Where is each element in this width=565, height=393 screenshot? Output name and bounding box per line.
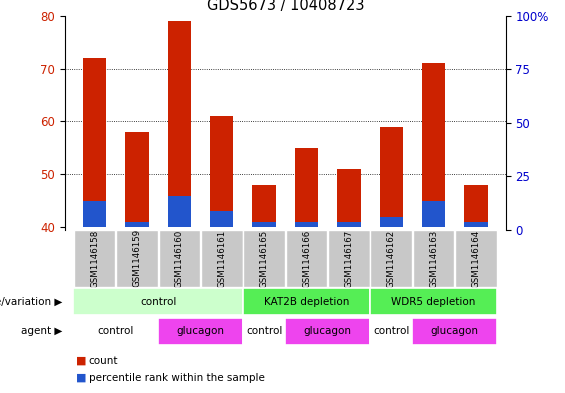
Bar: [83, 58, 106, 227]
Bar: [464, 222, 488, 227]
Bar: [253, 222, 276, 227]
Text: GSM1146164: GSM1146164: [472, 229, 480, 288]
Text: GSM1146158: GSM1146158: [90, 229, 99, 288]
Text: GSM1146163: GSM1146163: [429, 229, 438, 288]
Bar: [337, 169, 360, 227]
Text: control: control: [140, 297, 176, 307]
Bar: [201, 230, 242, 287]
Text: KAT2B depletion: KAT2B depletion: [264, 297, 349, 307]
Bar: [168, 196, 191, 227]
Text: glucagon: glucagon: [431, 326, 479, 336]
Text: ■: ■: [76, 373, 90, 383]
Text: control: control: [246, 326, 282, 336]
Text: control: control: [98, 326, 134, 336]
Bar: [328, 230, 370, 287]
Bar: [285, 318, 370, 345]
Bar: [412, 318, 497, 345]
Bar: [455, 230, 497, 287]
Title: GDS5673 / 10408723: GDS5673 / 10408723: [207, 0, 364, 13]
Bar: [337, 222, 360, 227]
Text: GSM1146165: GSM1146165: [260, 229, 268, 288]
Text: count: count: [89, 356, 118, 366]
Bar: [73, 288, 243, 315]
Bar: [295, 222, 318, 227]
Bar: [286, 230, 327, 287]
Bar: [253, 185, 276, 227]
Text: agent ▶: agent ▶: [21, 326, 62, 336]
Bar: [370, 288, 497, 315]
Text: GSM1146162: GSM1146162: [387, 229, 396, 288]
Bar: [422, 63, 445, 227]
Text: GSM1146159: GSM1146159: [133, 230, 141, 287]
Bar: [380, 217, 403, 227]
Bar: [210, 116, 233, 227]
Bar: [380, 127, 403, 227]
Text: GSM1146166: GSM1146166: [302, 229, 311, 288]
Text: percentile rank within the sample: percentile rank within the sample: [89, 373, 264, 383]
Text: GSM1146161: GSM1146161: [218, 229, 226, 288]
Text: GSM1146167: GSM1146167: [345, 229, 353, 288]
Text: ■: ■: [76, 356, 90, 366]
Bar: [73, 318, 158, 345]
Text: WDR5 depletion: WDR5 depletion: [392, 297, 476, 307]
Bar: [168, 21, 191, 227]
Bar: [74, 230, 115, 287]
Bar: [158, 318, 243, 345]
Text: glucagon: glucagon: [304, 326, 351, 336]
Bar: [210, 211, 233, 227]
Bar: [464, 185, 488, 227]
Bar: [244, 230, 285, 287]
Bar: [159, 230, 200, 287]
Bar: [116, 230, 158, 287]
Bar: [422, 201, 445, 227]
Bar: [413, 230, 454, 287]
Bar: [371, 230, 412, 287]
Bar: [370, 318, 412, 345]
Bar: [83, 201, 106, 227]
Bar: [243, 318, 285, 345]
Text: control: control: [373, 326, 410, 336]
Bar: [295, 148, 318, 227]
Bar: [243, 288, 370, 315]
Bar: [125, 222, 149, 227]
Text: glucagon: glucagon: [177, 326, 224, 336]
Text: GSM1146160: GSM1146160: [175, 229, 184, 288]
Text: genotype/variation ▶: genotype/variation ▶: [0, 297, 62, 307]
Bar: [125, 132, 149, 227]
